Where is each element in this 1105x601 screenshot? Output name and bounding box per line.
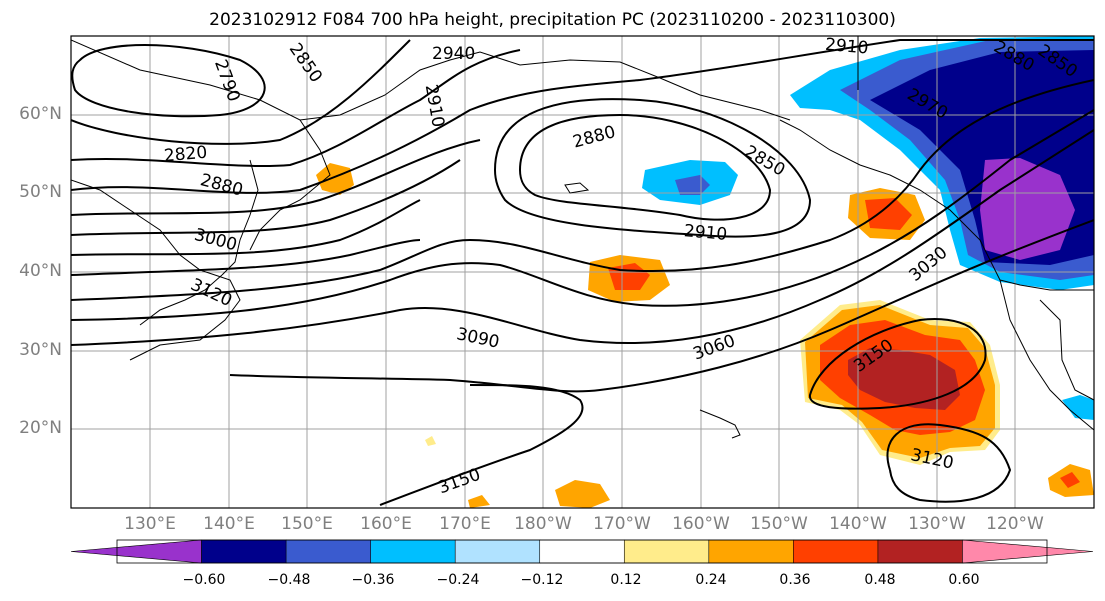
colorbar-segment xyxy=(70,539,202,564)
colorbar-segment xyxy=(623,539,710,564)
lon-label: 140°W xyxy=(829,514,887,534)
colorbar-segment xyxy=(708,539,795,564)
colorbar-segment xyxy=(539,539,626,564)
height-contours xyxy=(71,39,1094,506)
coastlines xyxy=(71,36,1094,439)
contour-label: 2820 xyxy=(163,143,208,167)
colorbar-tick-label: −0.48 xyxy=(267,572,311,588)
lon-label: 170°W xyxy=(593,514,651,534)
lat-label: 40°N xyxy=(19,261,62,281)
contour-label: 2940 xyxy=(432,44,475,64)
colorbar-tick-label: 0.60 xyxy=(948,572,980,588)
colorbar-tick-label: −0.12 xyxy=(520,572,564,588)
colorbar-tick-label: −0.36 xyxy=(351,572,395,588)
lon-label: 150°E xyxy=(281,514,333,534)
map-title: 2023102912 F084 700 hPa height, precipit… xyxy=(209,10,896,30)
colorbar-tick-label: 0.24 xyxy=(695,572,727,588)
lon-label: 180°W xyxy=(514,514,572,534)
colorbar-tick-label: −0.24 xyxy=(436,572,480,588)
colorbar-tick-label: 0.12 xyxy=(610,572,642,588)
lon-label: 130°E xyxy=(124,514,176,534)
colorbar-segment xyxy=(793,539,879,564)
colorbar-tick-label: −0.60 xyxy=(182,572,226,588)
map-frame xyxy=(70,35,1095,509)
lon-label: 150°W xyxy=(750,514,808,534)
lat-label: 30°N xyxy=(19,340,62,360)
precipitation-shading xyxy=(316,36,1094,508)
map-panel: 2790 2850 2940 2910 2820 2880 3000 3120 … xyxy=(70,35,1095,509)
colorbar-segment xyxy=(370,539,456,564)
lat-label: 60°N xyxy=(19,104,62,124)
colorbar-tick-label: 0.48 xyxy=(864,572,896,588)
lon-label: 130°W xyxy=(908,514,966,534)
colorbar-tick-label: 0.36 xyxy=(779,572,811,588)
lon-label: 160°E xyxy=(360,514,412,534)
colorbar-segment xyxy=(877,539,964,564)
lat-label: 50°N xyxy=(19,182,62,202)
colorbar-segment xyxy=(454,539,541,564)
lat-label: 20°N xyxy=(19,418,62,438)
contour-label: 2910 xyxy=(824,35,869,59)
lon-label: 170°E xyxy=(439,514,491,534)
colorbar-segment xyxy=(285,539,372,564)
lon-label: 140°E xyxy=(203,514,255,534)
colorbar-segment xyxy=(201,539,287,564)
lon-label: 160°W xyxy=(672,514,730,534)
colorbar-segment xyxy=(962,539,1094,564)
lon-label: 120°W xyxy=(986,514,1044,534)
contour-label: 2910 xyxy=(683,221,728,245)
